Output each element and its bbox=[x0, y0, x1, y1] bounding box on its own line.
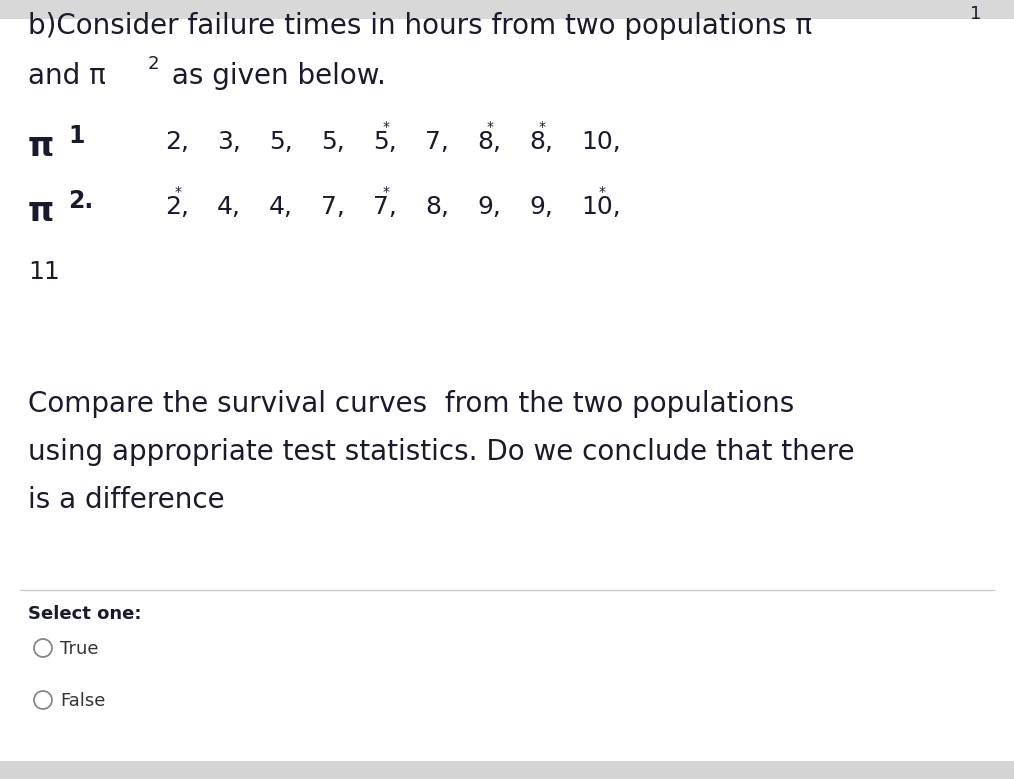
Bar bbox=[0, 761, 1014, 779]
Text: 8,: 8, bbox=[477, 130, 501, 154]
Text: using appropriate test statistics. Do we conclude that there: using appropriate test statistics. Do we… bbox=[28, 438, 855, 466]
Text: 8,: 8, bbox=[529, 130, 553, 154]
Text: 5,: 5, bbox=[269, 130, 293, 154]
Text: b)Consider failure times in hours from two populations π: b)Consider failure times in hours from t… bbox=[28, 12, 812, 40]
Bar bbox=[0, 0, 1014, 19]
Text: *: * bbox=[175, 185, 182, 199]
Text: π: π bbox=[28, 195, 55, 228]
Text: Select one:: Select one: bbox=[28, 605, 142, 623]
Text: 2.: 2. bbox=[68, 189, 93, 213]
Text: *: * bbox=[487, 120, 494, 134]
Text: 4,: 4, bbox=[217, 195, 241, 219]
Text: 5,: 5, bbox=[321, 130, 345, 154]
Text: *: * bbox=[599, 185, 606, 199]
Text: 5,: 5, bbox=[373, 130, 396, 154]
Text: 2,: 2, bbox=[165, 195, 189, 219]
Text: *: * bbox=[383, 120, 390, 134]
Text: 10,: 10, bbox=[581, 130, 621, 154]
Text: 2: 2 bbox=[148, 55, 159, 73]
Text: 7,: 7, bbox=[373, 195, 396, 219]
Text: 8,: 8, bbox=[425, 195, 449, 219]
Text: 4,: 4, bbox=[269, 195, 293, 219]
Text: 2,: 2, bbox=[165, 130, 189, 154]
Text: 7,: 7, bbox=[425, 130, 449, 154]
Text: and π: and π bbox=[28, 62, 105, 90]
Text: is a difference: is a difference bbox=[28, 486, 225, 514]
Text: 3,: 3, bbox=[217, 130, 241, 154]
Text: False: False bbox=[60, 692, 105, 710]
Text: *: * bbox=[539, 120, 546, 134]
Text: *: * bbox=[383, 185, 390, 199]
Text: π: π bbox=[28, 130, 55, 163]
Text: 9,: 9, bbox=[477, 195, 501, 219]
Text: 9,: 9, bbox=[529, 195, 553, 219]
Text: 1: 1 bbox=[970, 5, 982, 23]
Text: 7,: 7, bbox=[321, 195, 345, 219]
Text: 10,: 10, bbox=[581, 195, 621, 219]
Text: as given below.: as given below. bbox=[163, 62, 386, 90]
Text: 1: 1 bbox=[68, 124, 84, 148]
Text: 11: 11 bbox=[28, 260, 60, 284]
Text: Compare the survival curves  from the two populations: Compare the survival curves from the two… bbox=[28, 390, 794, 418]
Text: True: True bbox=[60, 640, 98, 658]
